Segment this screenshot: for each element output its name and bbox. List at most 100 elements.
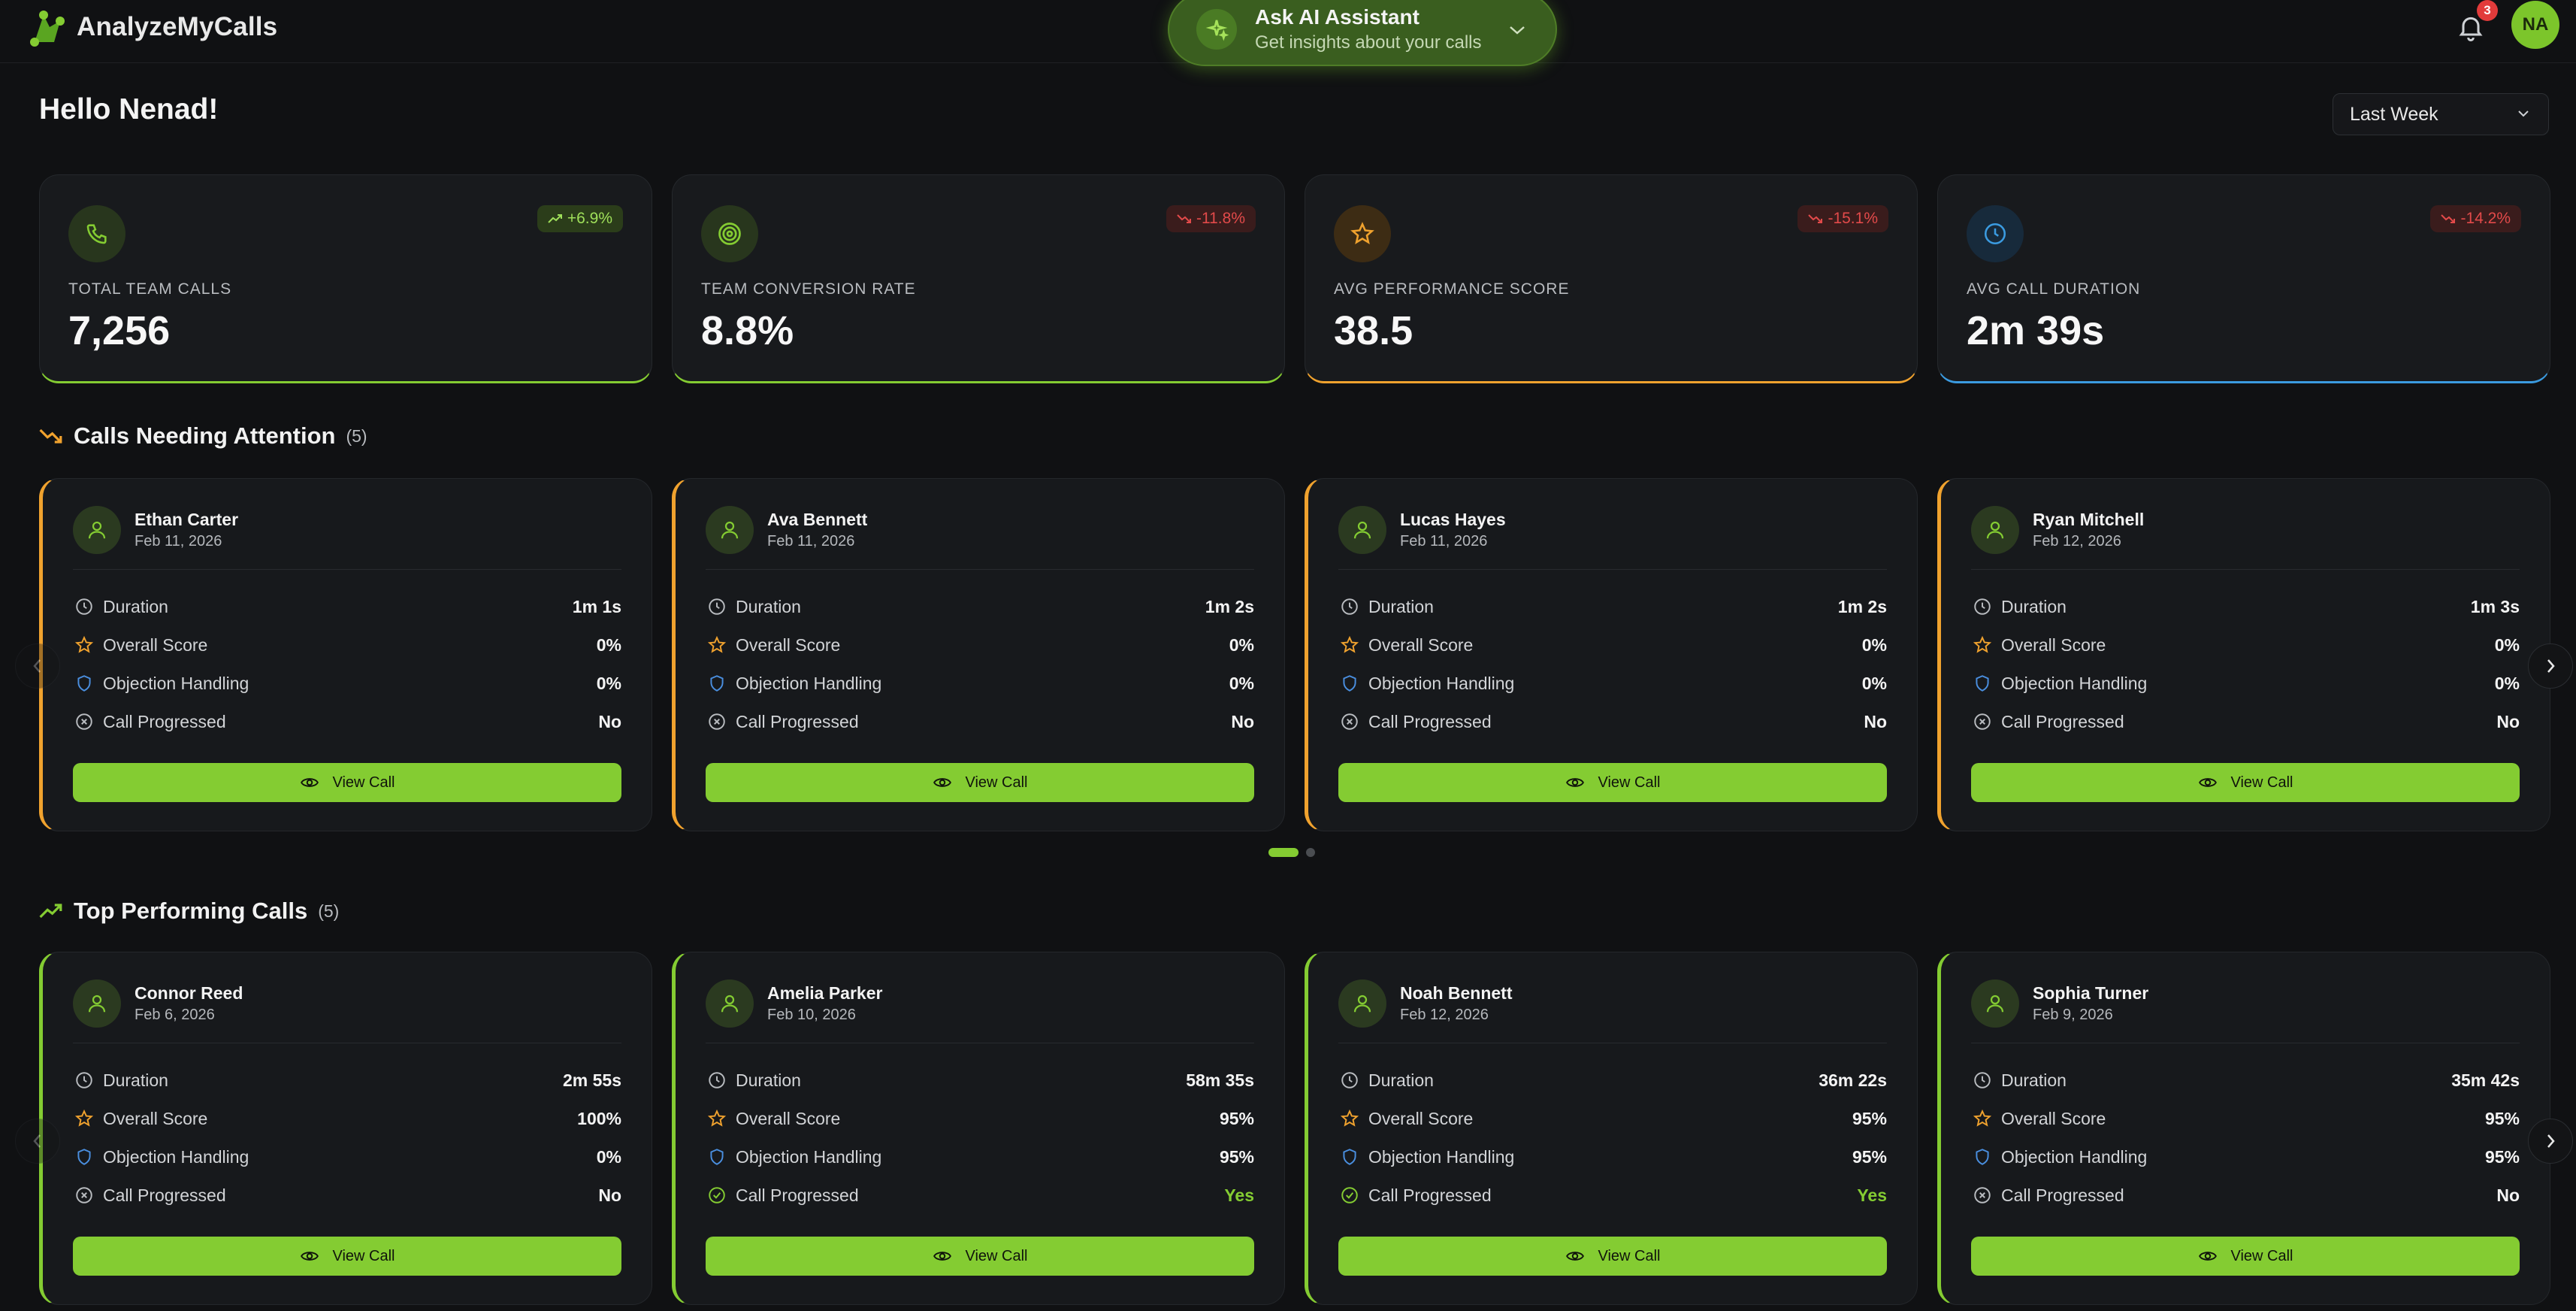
metric-row: Duration 36m 22s xyxy=(1338,1065,1887,1095)
user-avatar[interactable]: NA xyxy=(2511,1,2559,49)
metric-value: 58m 35s xyxy=(1186,1070,1254,1090)
stat-label: TEAM CONVERSION RATE xyxy=(701,280,916,298)
metric-label: Objection Handling xyxy=(103,1146,249,1167)
metric-value: 0% xyxy=(1861,673,1887,693)
metric-label: Call Progressed xyxy=(736,711,859,731)
trending-down-icon xyxy=(39,428,62,444)
metric-value: 95% xyxy=(2484,1108,2520,1128)
user-icon xyxy=(73,506,121,554)
stat-change-badge: -14.2% xyxy=(2430,205,2521,232)
metric-value: 36m 22s xyxy=(1819,1070,1887,1090)
caller-info: Ryan Mitchell Feb 12, 2026 xyxy=(1971,506,2144,554)
view-call-button[interactable]: View Call xyxy=(1338,1237,1887,1276)
view-call-button[interactable]: View Call xyxy=(1338,763,1887,802)
user-icon xyxy=(1338,506,1386,554)
metric-label: Overall Score xyxy=(2001,1108,2106,1128)
metric-label: Objection Handling xyxy=(1368,673,1515,693)
view-call-button[interactable]: View Call xyxy=(706,1237,1254,1276)
stat-value: 2m 39s xyxy=(1967,308,2105,353)
x-circle-icon xyxy=(73,1184,95,1207)
view-call-button[interactable]: View Call xyxy=(1971,763,2520,802)
stat-value: 7,256 xyxy=(68,308,171,353)
attention-section-header: Calls Needing Attention (5) xyxy=(39,422,367,450)
trending-down-icon xyxy=(1177,214,1192,223)
caller-name: Noah Bennett xyxy=(1400,983,1513,1003)
caller-info: Sophia Turner Feb 9, 2026 xyxy=(1971,979,2148,1028)
eye-icon xyxy=(933,1246,952,1266)
pagination-dot-active[interactable] xyxy=(1268,848,1299,857)
x-circle-icon xyxy=(1971,1184,1994,1207)
view-call-label: View Call xyxy=(1598,774,1661,791)
view-call-label: View Call xyxy=(2230,774,2293,791)
divider xyxy=(73,569,621,570)
clock-icon xyxy=(1971,1069,1994,1091)
view-call-button[interactable]: View Call xyxy=(73,1237,621,1276)
call-date: Feb 11, 2026 xyxy=(1400,533,1488,550)
metric-value: 100% xyxy=(577,1108,621,1128)
stat-change-badge: -15.1% xyxy=(1797,205,1888,232)
metric-value: 1m 2s xyxy=(1205,596,1254,616)
carousel-prev-button[interactable] xyxy=(15,643,60,689)
metric-row: Overall Score 95% xyxy=(706,1104,1254,1134)
eye-icon xyxy=(300,1246,319,1266)
chevron-left-icon xyxy=(33,1134,41,1148)
caller-name: Ryan Mitchell xyxy=(2033,510,2145,529)
metric-value: No xyxy=(1864,711,1887,731)
shield-icon xyxy=(73,1146,95,1168)
carousel-prev-button[interactable] xyxy=(15,1119,60,1164)
metric-row: Duration 1m 3s xyxy=(1971,592,2520,622)
target-icon xyxy=(701,205,758,262)
clock-icon xyxy=(1338,595,1361,618)
ai-assistant-button[interactable]: Ask AI Assistant Get insights about your… xyxy=(1168,0,1557,66)
chevron-right-icon xyxy=(2547,1134,2555,1148)
caller-info: Amelia Parker Feb 10, 2026 xyxy=(706,979,882,1028)
carousel-next-button[interactable] xyxy=(2528,643,2573,689)
section-count: (5) xyxy=(346,425,367,446)
view-call-button[interactable]: View Call xyxy=(706,763,1254,802)
chevron-left-icon xyxy=(33,659,41,673)
shield-icon xyxy=(706,672,728,695)
view-call-button[interactable]: View Call xyxy=(73,763,621,802)
metric-value: 0% xyxy=(596,634,621,655)
user-icon xyxy=(1338,979,1386,1028)
metric-value: 95% xyxy=(1852,1146,1887,1167)
view-call-label: View Call xyxy=(965,774,1028,791)
trending-up-icon xyxy=(39,904,62,919)
caller-info: Lucas Hayes Feb 11, 2026 xyxy=(1338,506,1506,554)
carousel-next-button[interactable] xyxy=(2528,1119,2573,1164)
metric-row: Duration 1m 2s xyxy=(706,592,1254,622)
metric-label: Overall Score xyxy=(2001,634,2106,655)
section-title: Top Performing Calls xyxy=(74,898,308,924)
app-logo[interactable]: AnalyzeMyCalls xyxy=(27,5,277,50)
eye-icon xyxy=(1565,1246,1585,1266)
view-call-button[interactable]: View Call xyxy=(1971,1237,2520,1276)
clock-icon xyxy=(1338,1069,1361,1091)
shield-icon xyxy=(1338,672,1361,695)
metric-label: Call Progressed xyxy=(1368,1185,1492,1205)
stat-value: 8.8% xyxy=(701,308,794,353)
clock-icon xyxy=(1971,595,1994,618)
stat-change-value: -15.1% xyxy=(1828,210,1878,227)
date-range-select[interactable]: Last Week xyxy=(2333,93,2549,135)
metric-row: Duration 2m 55s xyxy=(73,1065,621,1095)
caller-info: Ava Bennett Feb 11, 2026 xyxy=(706,506,867,554)
bell-icon xyxy=(2459,17,2483,41)
chevron-right-icon xyxy=(2547,659,2555,673)
eye-icon xyxy=(300,773,319,792)
view-call-label: View Call xyxy=(2230,1247,2293,1264)
metric-row: Call Progressed Yes xyxy=(706,1180,1254,1210)
notifications-button[interactable] xyxy=(2453,9,2489,45)
metric-label: Objection Handling xyxy=(736,1146,882,1167)
ai-assistant-title: Ask AI Assistant xyxy=(1255,5,1420,29)
metric-value: 95% xyxy=(1219,1146,1254,1167)
metric-row: Duration 58m 35s xyxy=(706,1065,1254,1095)
metric-label: Call Progressed xyxy=(103,711,226,731)
caller-name: Lucas Hayes xyxy=(1400,510,1506,529)
pagination-dot[interactable] xyxy=(1306,848,1315,857)
metric-label: Objection Handling xyxy=(103,673,249,693)
call-date: Feb 11, 2026 xyxy=(767,533,855,550)
x-circle-icon xyxy=(1971,710,1994,733)
metric-row: Overall Score 0% xyxy=(706,630,1254,660)
metric-value: 0% xyxy=(596,1146,621,1167)
call-card: Ava Bennett Feb 11, 2026 Duration 1m 2s … xyxy=(672,478,1285,831)
